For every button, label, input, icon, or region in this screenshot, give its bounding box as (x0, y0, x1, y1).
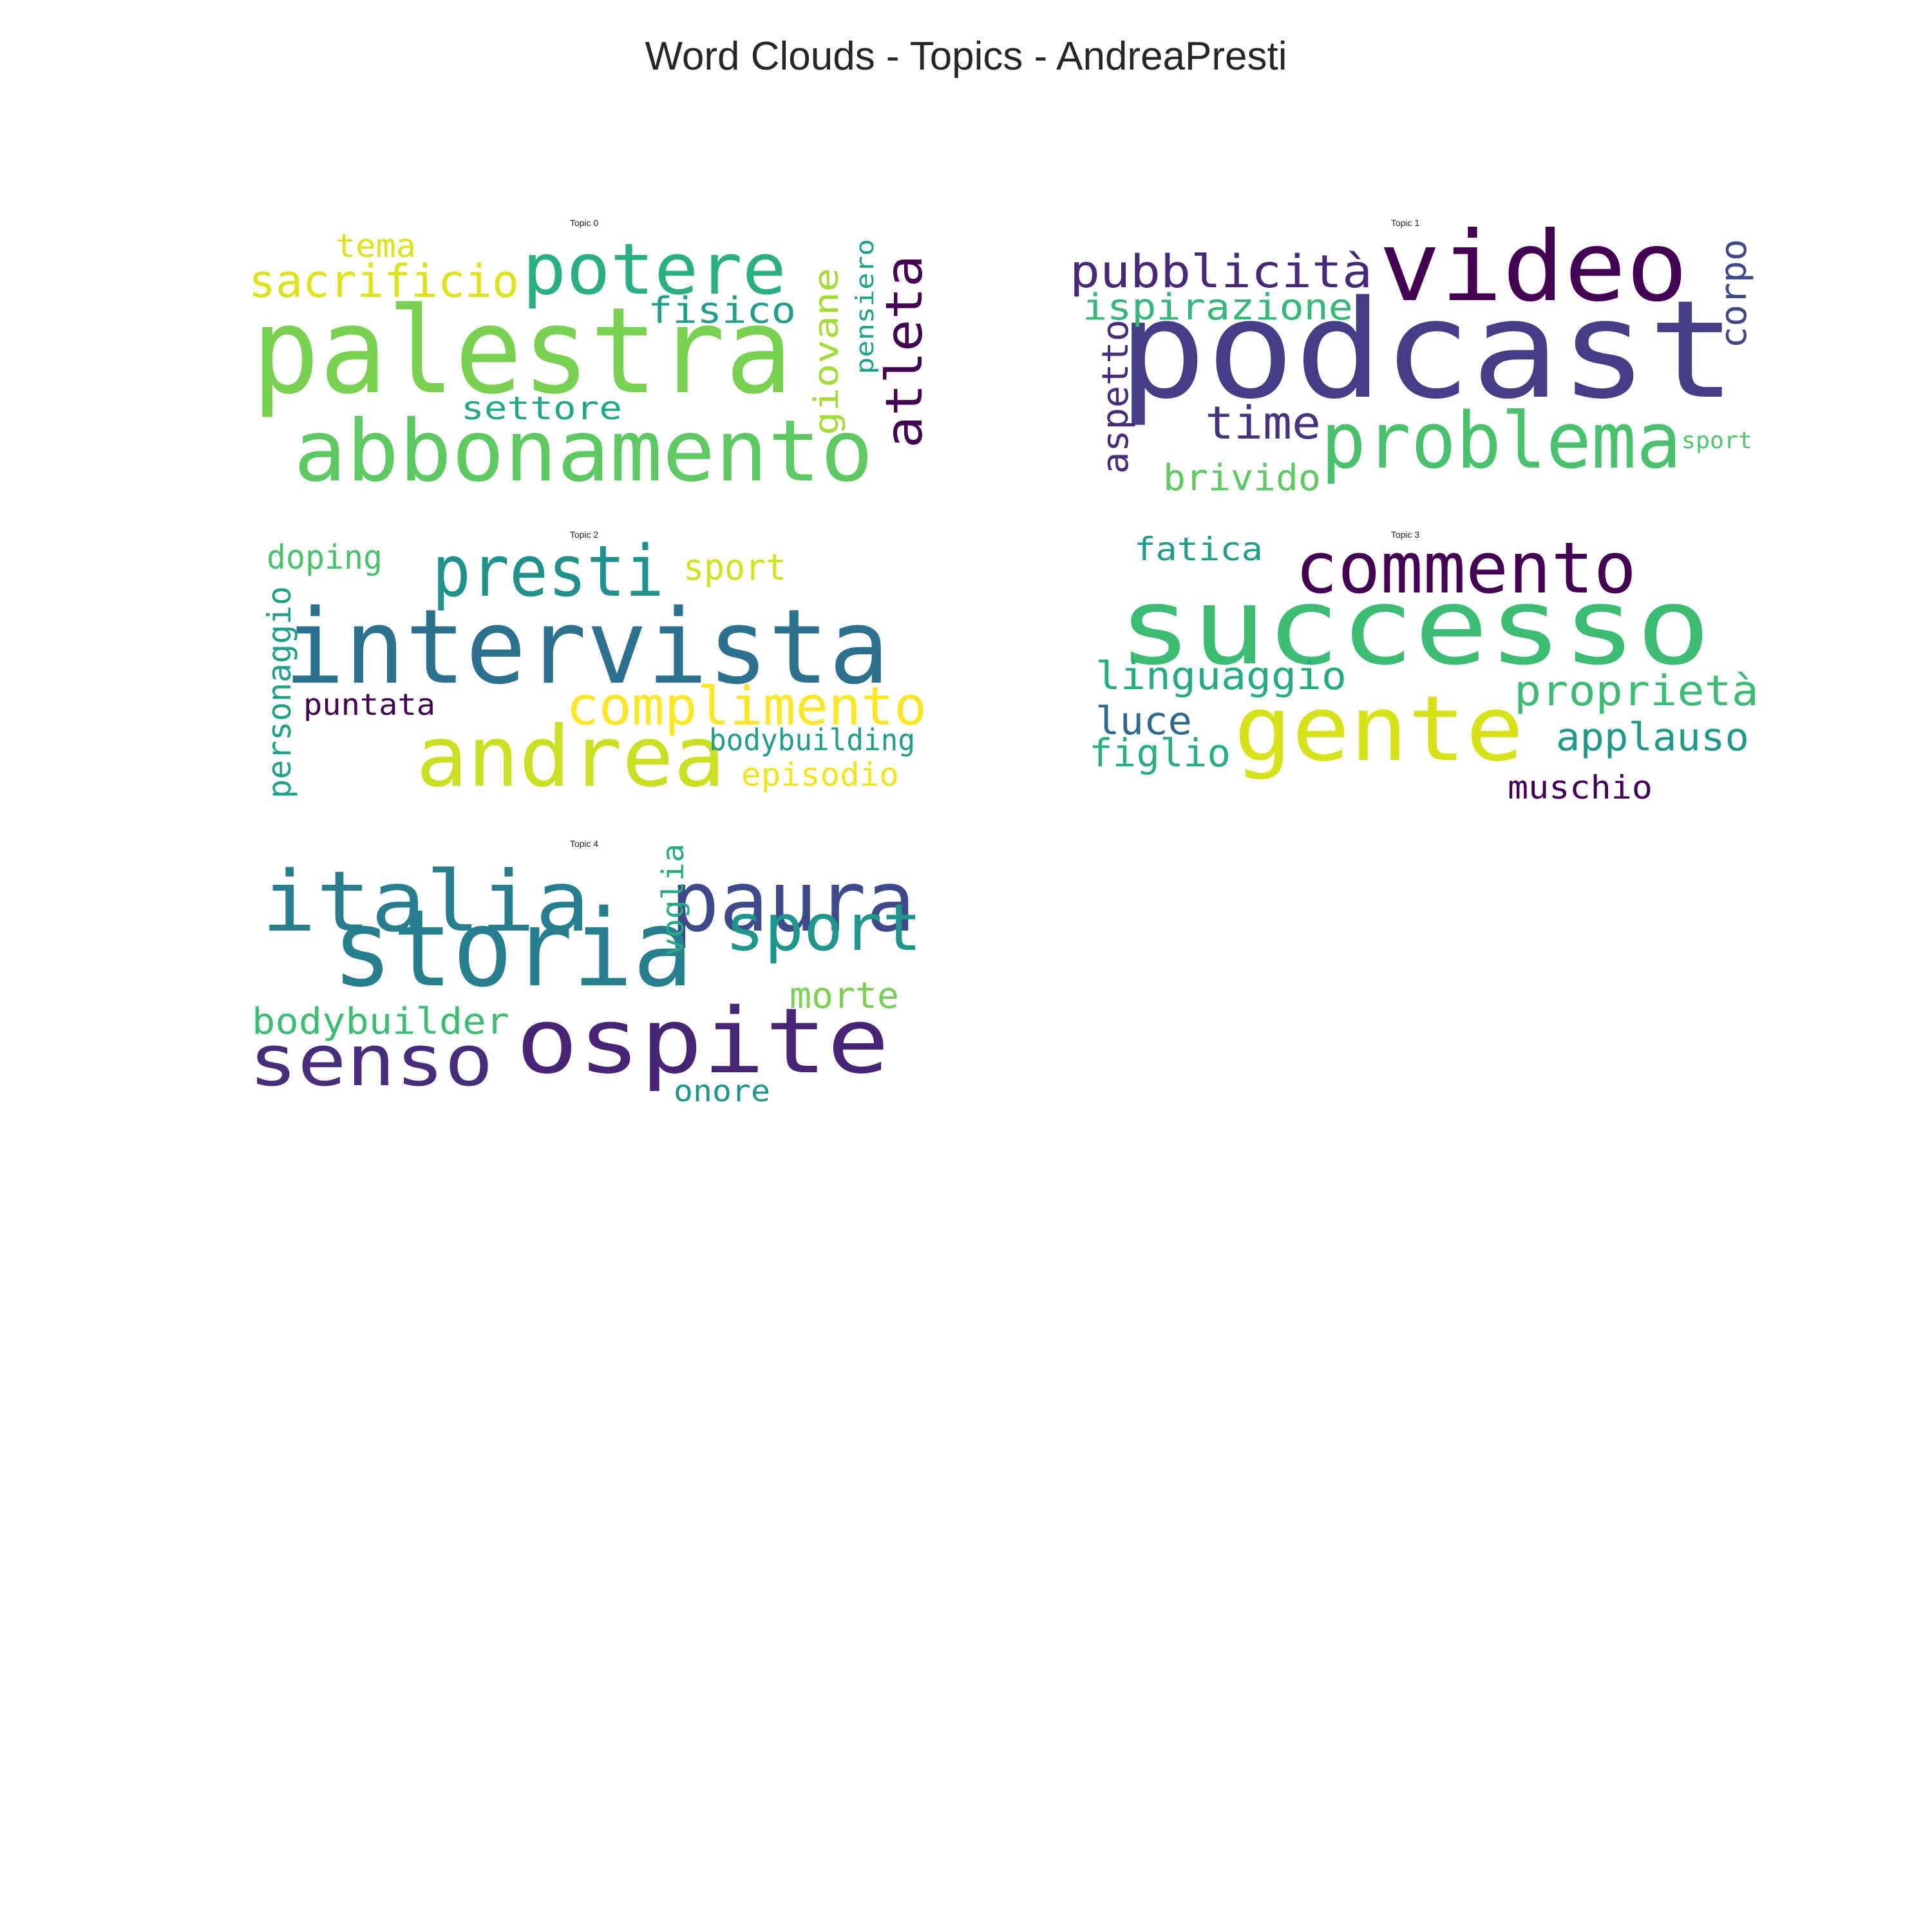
word-atleta: atleta (876, 255, 934, 448)
word-bodybuilding: bodybuilding (709, 723, 915, 757)
word-muschio: muschio (1508, 769, 1653, 806)
word-episodio: episodio (741, 756, 899, 793)
word-sacrificio: sacrificio (249, 255, 519, 308)
word-intervista: intervista (284, 587, 889, 707)
word-tema: tema (336, 227, 416, 265)
topic-title: Topic 3 (1391, 529, 1420, 540)
topic-title: Topic 4 (570, 838, 599, 849)
word-settore: settore (461, 390, 622, 427)
word-pensiero: pensiero (851, 239, 879, 374)
word-video: video (1379, 211, 1688, 323)
word-gente: gente (1234, 677, 1524, 782)
topic-title: Topic 2 (570, 529, 599, 540)
word-successo: successo (1118, 565, 1710, 688)
word-fisico: fisico (648, 290, 796, 332)
word-sport: sport (1681, 428, 1752, 454)
word-time: time (1205, 397, 1321, 450)
word-pubblicit-: pubblicità (1070, 245, 1372, 298)
word-storia: storia (332, 887, 693, 1010)
word-brivido: brivido (1163, 457, 1321, 499)
word-linguaggio: linguaggio (1095, 654, 1347, 699)
word-puntata: puntata (303, 687, 435, 722)
word-applauso: applauso (1556, 715, 1749, 760)
word-palestra: palestra (252, 281, 793, 421)
word-giovane: giovane (808, 268, 846, 435)
word-italia: italia (261, 853, 590, 951)
topic-title: Topic 1 (1391, 218, 1420, 228)
word-morte: morte (790, 975, 899, 1017)
word-figlio: figlio (1089, 731, 1231, 776)
word-sport: sport (725, 890, 922, 965)
word-voglia: voglia (656, 844, 690, 956)
word-abbonamento: abbonamento (294, 402, 873, 501)
word-paura: paura (670, 853, 915, 951)
word-aspetto: aspetto (1095, 319, 1137, 474)
figure-title: Word Clouds - Topics - AndreaPresti (645, 34, 1287, 79)
topic-title: Topic 0 (570, 218, 599, 228)
word-commento: commento (1295, 527, 1636, 609)
word-onore: onore (674, 1074, 770, 1108)
word-luce: luce (1095, 699, 1192, 744)
word-propriet-: proprietà (1514, 667, 1759, 715)
word-bodybuilder: bodybuilder (252, 1001, 509, 1043)
word-andrea: andrea (416, 708, 725, 806)
word-ispirazione: ispirazione (1083, 287, 1353, 328)
word-presti: presti (432, 530, 664, 612)
word-senso: senso (249, 1019, 493, 1102)
word-sport: sport (683, 547, 786, 589)
word-complimento: complimento (566, 676, 927, 737)
word-doping: doping (267, 538, 383, 577)
word-ospite: ospite (516, 989, 889, 1094)
word-personaggio: personaggio (261, 586, 298, 799)
word-podcast: podcast (1118, 271, 1736, 429)
word-problema: problema (1321, 397, 1681, 486)
word-fatica: fatica (1134, 531, 1263, 568)
word-corpo: corpo (1713, 239, 1755, 348)
word-potere: potere (522, 228, 786, 310)
topic-panel-1: Topic 1 podcastvideopubblicitàispirazione… (1070, 211, 1755, 499)
